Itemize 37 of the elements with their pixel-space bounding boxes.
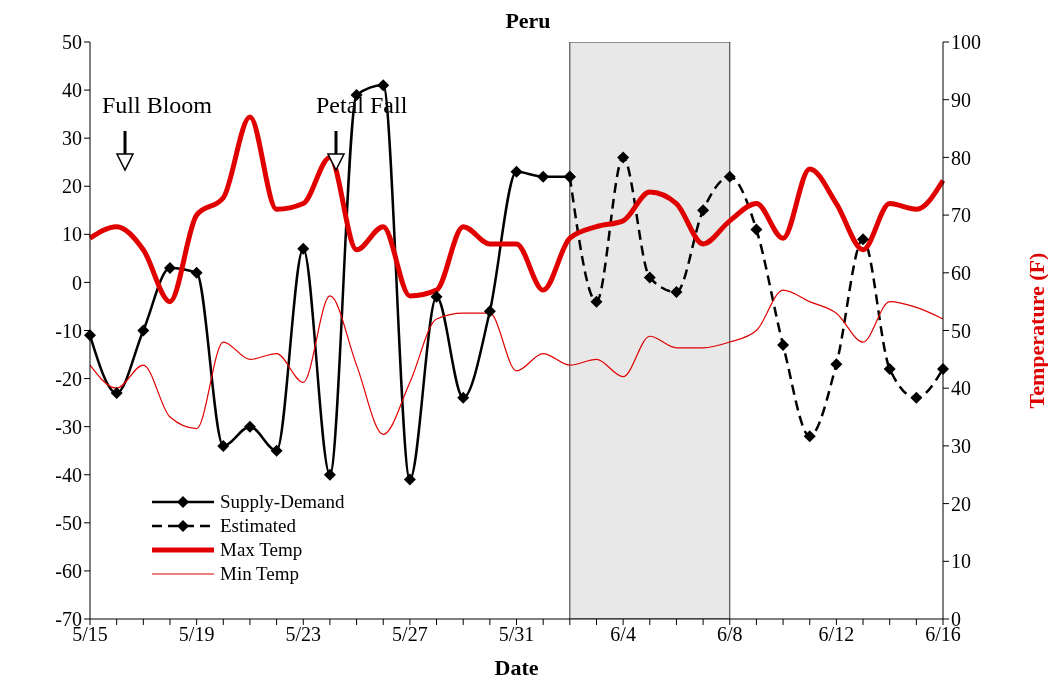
y-tick-label: 40 [62, 79, 82, 102]
y-tick-label: 10 [62, 223, 82, 246]
y-tick-label: 50 [62, 31, 82, 54]
x-axis-title: Date [494, 655, 539, 679]
x-tick-label: 5/19 [178, 623, 215, 646]
chart-title: Peru [505, 8, 551, 33]
x-tick-label: 5/23 [285, 623, 322, 646]
y-tick-label: -60 [55, 560, 82, 583]
x-tick-label: 6/8 [716, 623, 743, 646]
y-tick-label: -10 [55, 319, 82, 342]
y-tick-label: -30 [55, 415, 82, 438]
x-tick-label: 6/12 [818, 623, 855, 646]
legend-label: Supply-Demand [220, 491, 345, 513]
y2-tick-label: 100 [951, 31, 981, 54]
legend-label: Estimated [220, 515, 296, 537]
y-tick-label: -20 [55, 367, 82, 390]
y2-tick-label: 60 [951, 261, 971, 284]
y2-tick-label: 10 [951, 550, 971, 573]
y2-tick-label: 80 [951, 146, 971, 169]
y-tick-label: 30 [62, 127, 82, 150]
y2-axis-title: Temperature (F) [1023, 252, 1049, 409]
legend-label: Min Temp [220, 563, 300, 585]
legend-label: Max Temp [220, 539, 303, 561]
x-tick-label: 6/4 [610, 623, 636, 646]
y-tick-label: -50 [55, 511, 82, 534]
x-tick-label: 5/31 [498, 623, 535, 646]
y2-tick-label: 50 [951, 319, 971, 342]
y-tick-label: 20 [62, 175, 82, 198]
y2-tick-label: 30 [951, 435, 971, 457]
y2-tick-label: 70 [951, 204, 971, 227]
y-tick-label: -40 [55, 463, 82, 486]
y2-tick-label: 40 [951, 377, 971, 400]
y-tick-label: 0 [72, 271, 82, 294]
y2-tick-label: 20 [951, 492, 971, 515]
x-tick-label: 5/27 [392, 623, 428, 646]
y2-tick-label: 90 [951, 88, 971, 111]
annotation: Full Bloom [102, 92, 213, 119]
